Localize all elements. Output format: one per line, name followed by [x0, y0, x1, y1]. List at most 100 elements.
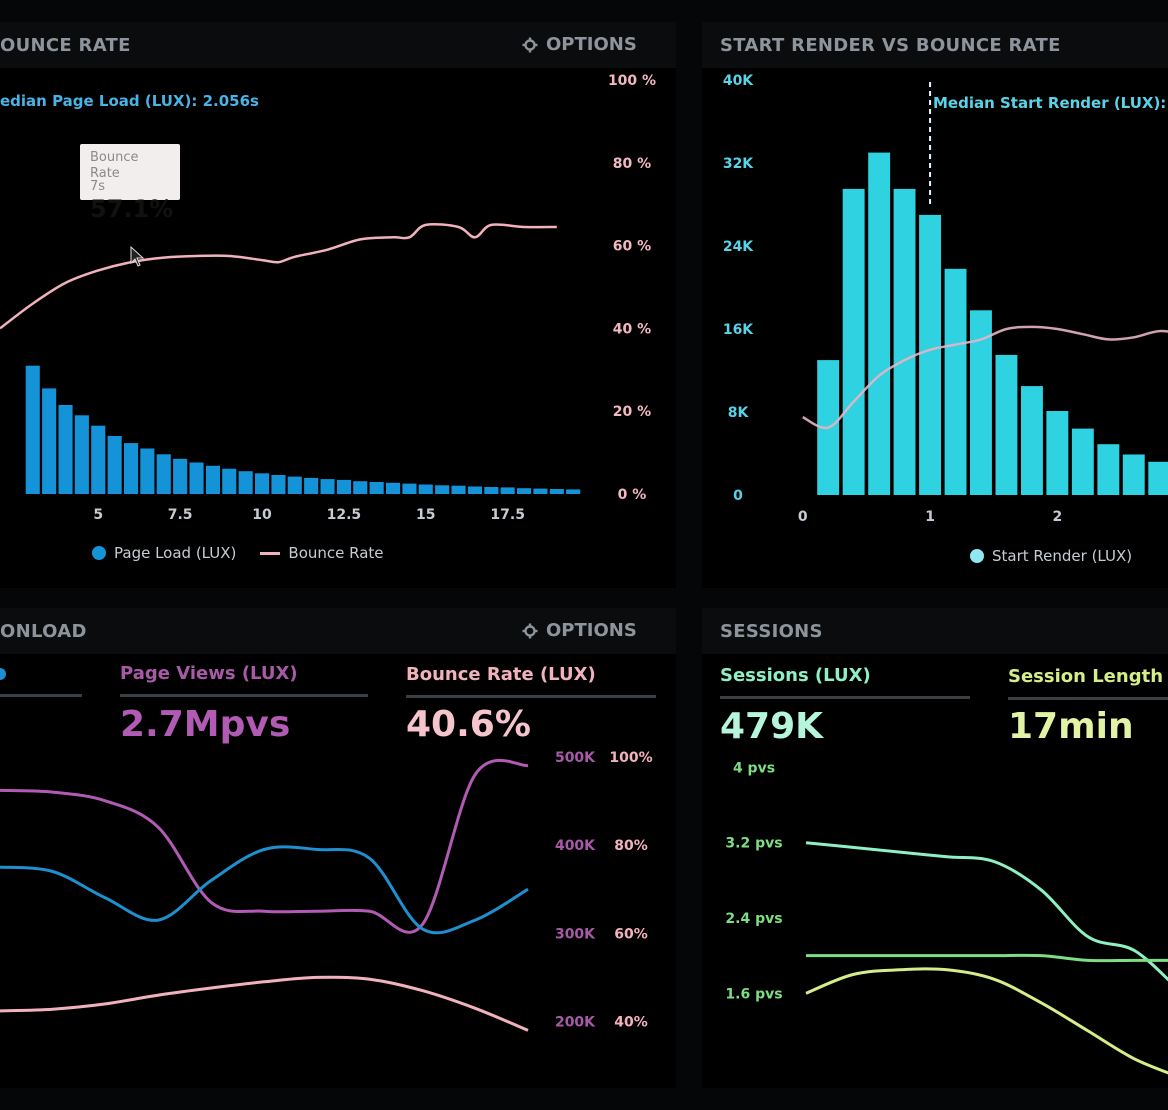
- panel-header: OUNCE RATE OPTIONS: [0, 22, 676, 68]
- y-tick-label-left: 300K: [555, 926, 596, 942]
- y-tick-label: 40 %: [613, 321, 651, 337]
- start-render-bar: [893, 188, 916, 495]
- page-load-bar: [451, 485, 466, 494]
- x-tick-label: 2: [1053, 509, 1063, 525]
- stat-label-session-length: Session Length (: [1008, 666, 1168, 687]
- bounce-rate-panel: OUNCE RATE OPTIONS edian Page Load (LUX)…: [0, 22, 676, 588]
- page-load-bar: [140, 448, 155, 494]
- page-load-bar: [435, 485, 450, 494]
- x-tick-label: 15: [416, 507, 435, 523]
- page-load-bar: [566, 489, 581, 494]
- y-tick-label-left: 200K: [555, 1015, 596, 1031]
- gear-icon: [522, 37, 538, 52]
- start-render-bar: [1071, 428, 1094, 495]
- page-load-bar: [173, 458, 188, 494]
- sessions-line: [806, 953, 1168, 963]
- start-render-bar: [995, 354, 1018, 495]
- page-load-bar: [271, 475, 286, 494]
- page-load-bar: [124, 443, 139, 494]
- options-label: OPTIONS: [546, 620, 637, 641]
- y-tick-label: 20 %: [613, 404, 651, 420]
- cropped-stat-dot: [0, 668, 6, 680]
- panel-title: ONLOAD: [0, 621, 87, 642]
- start-render-bar: [1046, 411, 1069, 495]
- start-render-chart: 40K 32K 24K 16K 8K 0 0 1 2: [723, 73, 1168, 525]
- page-load-bar: [353, 481, 368, 494]
- page-load-bar: [386, 482, 401, 494]
- stat-underline: [120, 694, 368, 697]
- y-tick-label: 1.6 pvs: [725, 986, 782, 1002]
- y-tick-label: 80 %: [613, 156, 651, 172]
- sessions-chart: 4 pvs 3.2 pvs 2.4 pvs 1.6 pvs: [725, 760, 1168, 1075]
- page-load-bar: [222, 468, 237, 494]
- median-page-load-label: edian Page Load (LUX): 2.056s: [0, 92, 259, 110]
- page-load-bar: [91, 425, 106, 494]
- stat-underline: [720, 696, 970, 699]
- stat-underline: [0, 694, 82, 697]
- chart-tooltip: Bounce Rate 7s 57.1%: [80, 144, 180, 223]
- y-tick-label: 60 %: [613, 239, 651, 255]
- page-load-bar: [287, 476, 302, 494]
- options-label: OPTIONS: [546, 34, 637, 55]
- start-render-bar: [919, 214, 941, 495]
- legend-bounce-rate: Bounce Rate: [288, 544, 384, 562]
- y-tick-label: 16K: [723, 322, 754, 338]
- legend-page-load: Page Load (LUX): [114, 544, 237, 562]
- page-load-bar: [25, 365, 40, 494]
- page-load-bar: [467, 486, 482, 494]
- x-tick-label: 5: [93, 507, 103, 523]
- y-tick-label-left: 500K: [555, 750, 596, 766]
- y-tick-label-right: 80%: [614, 838, 648, 854]
- panel-header: ONLOAD OPTIONS: [0, 608, 676, 654]
- tooltip-sub: 7s: [90, 179, 106, 194]
- cursor-icon: [130, 245, 145, 267]
- x-tick-label: 1: [925, 509, 935, 525]
- panel-title: OUNCE RATE: [0, 35, 131, 56]
- bounce-rate-line: [0, 975, 529, 1032]
- panel-title: START RENDER VS BOUNCE RATE: [720, 35, 1061, 56]
- page-load-bar: [255, 473, 270, 494]
- chart-legend: Start Render (LUX): [970, 547, 1132, 565]
- x-tick-label: 17.5: [490, 507, 525, 523]
- legend-dot-icon: [92, 546, 106, 560]
- page-load-bar: [238, 471, 253, 494]
- x-tick-label: 7.5: [168, 507, 193, 523]
- median-start-render-label: Median Start Render (LUX): 1.: [933, 94, 1168, 112]
- start-render-bar: [868, 152, 891, 495]
- stat-value-session-length: 17min: [1008, 706, 1134, 747]
- y-tick-label: 24K: [723, 239, 754, 255]
- start-render-bar: [1148, 461, 1168, 495]
- bounce-rate-line: [802, 325, 1168, 430]
- page-load-bar: [369, 482, 384, 494]
- y-tick-label: 4 pvs: [733, 760, 775, 776]
- y-tick-label: 32K: [723, 156, 754, 172]
- options-button[interactable]: OPTIONS: [522, 620, 637, 641]
- bounce-rate-line: [0, 222, 557, 330]
- page-load-bar: [320, 479, 335, 494]
- tooltip-value: 57.1%: [90, 195, 174, 223]
- page-load-bar: [484, 487, 499, 494]
- tooltip-label: Bounce Rate: [90, 150, 139, 181]
- stat-label-page-views: Page Views (LUX): [120, 663, 298, 684]
- pages-per-session-line: [805, 841, 1168, 982]
- page-load-bar: [189, 462, 204, 494]
- onload-chart: 500K 400K 300K 200K 100% 80% 60% 40%: [0, 750, 653, 1032]
- page-load-bar: [205, 465, 220, 494]
- y-tick-label: 0: [733, 488, 743, 504]
- options-button[interactable]: OPTIONS: [522, 34, 637, 55]
- stat-label-bounce-rate: Bounce Rate (LUX): [406, 664, 596, 685]
- page-load-bar: [418, 484, 433, 494]
- y-tick-label: 0 %: [618, 487, 647, 503]
- gear-icon: [522, 623, 538, 638]
- y-tick-label: 8K: [728, 405, 750, 421]
- y-tick-label-left: 400K: [555, 838, 596, 854]
- legend-dot-icon: [970, 549, 984, 563]
- y-tick-label: 3.2 pvs: [725, 836, 782, 852]
- start-render-bar: [1097, 444, 1120, 495]
- y-tick-label-right: 100%: [609, 750, 652, 766]
- session-length-line: [805, 967, 1168, 1075]
- start-render-bar: [1021, 386, 1043, 495]
- stat-value-bounce-rate: 40.6%: [406, 704, 531, 745]
- stat-underline: [1008, 697, 1168, 700]
- panel-header: SESSIONS: [702, 608, 1168, 654]
